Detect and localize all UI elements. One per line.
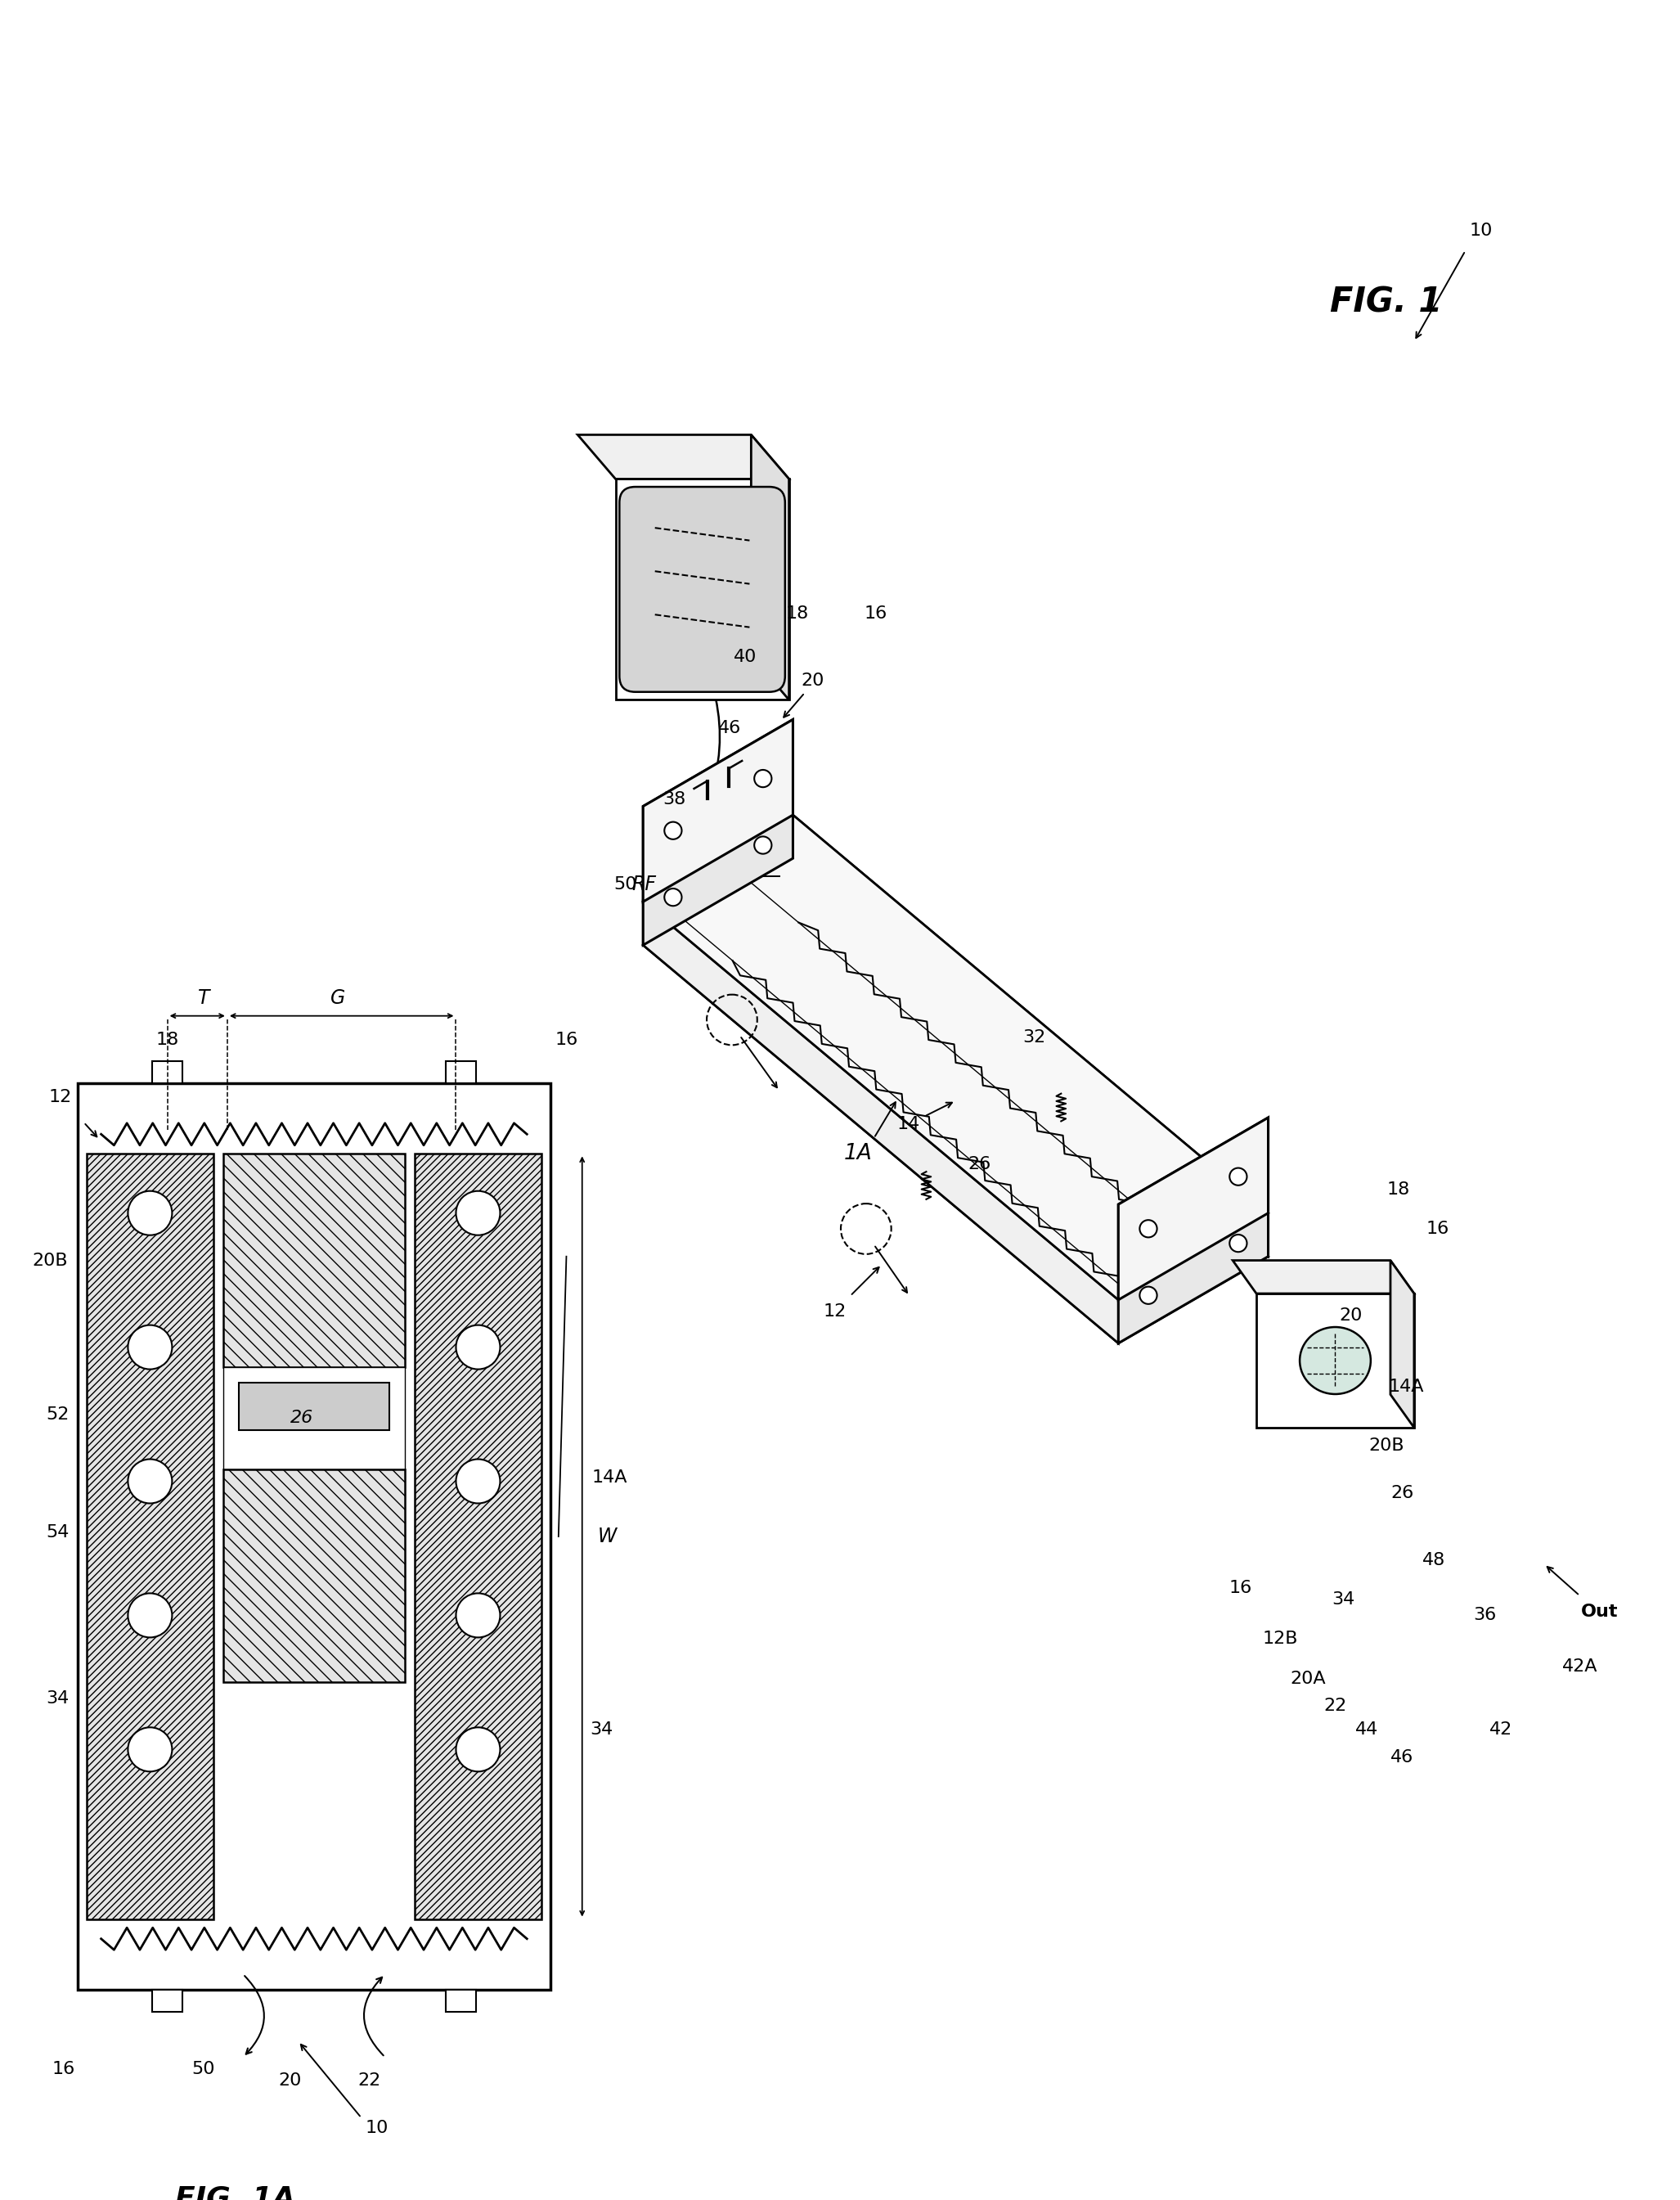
Text: 34: 34 bbox=[45, 1690, 69, 1707]
Circle shape bbox=[1139, 1221, 1158, 1236]
Circle shape bbox=[455, 1727, 501, 1771]
Circle shape bbox=[1230, 1234, 1247, 1252]
Text: 20: 20 bbox=[279, 2072, 302, 2090]
Polygon shape bbox=[223, 1470, 405, 1683]
Polygon shape bbox=[153, 1060, 183, 1082]
Circle shape bbox=[664, 823, 682, 838]
Text: 26: 26 bbox=[291, 1410, 314, 1426]
Text: FIG. 1A: FIG. 1A bbox=[175, 2185, 296, 2200]
Polygon shape bbox=[77, 1082, 551, 1991]
Text: 12: 12 bbox=[49, 1089, 72, 1104]
Polygon shape bbox=[239, 1382, 390, 1430]
Text: 12B: 12B bbox=[1262, 1630, 1299, 1648]
Text: 46: 46 bbox=[1391, 1749, 1415, 1767]
Circle shape bbox=[455, 1593, 501, 1637]
Polygon shape bbox=[1257, 1294, 1415, 1428]
Polygon shape bbox=[1119, 1118, 1268, 1300]
Text: 18: 18 bbox=[156, 1032, 178, 1047]
Text: 22: 22 bbox=[1324, 1698, 1347, 1714]
Text: 52: 52 bbox=[45, 1406, 69, 1423]
Text: 16: 16 bbox=[864, 605, 887, 623]
Circle shape bbox=[128, 1459, 171, 1503]
Text: 50: 50 bbox=[192, 2061, 215, 2077]
Text: G: G bbox=[331, 988, 344, 1008]
Text: W: W bbox=[598, 1527, 617, 1547]
Text: 18: 18 bbox=[1386, 1181, 1410, 1197]
Circle shape bbox=[128, 1190, 171, 1234]
Polygon shape bbox=[87, 1155, 213, 1918]
Circle shape bbox=[455, 1190, 501, 1234]
Polygon shape bbox=[578, 436, 790, 480]
Text: 54: 54 bbox=[45, 1525, 69, 1540]
Text: 14: 14 bbox=[897, 1115, 921, 1133]
Polygon shape bbox=[415, 1155, 541, 1918]
Text: RF: RF bbox=[632, 873, 657, 893]
Circle shape bbox=[1139, 1287, 1158, 1305]
Text: 50: 50 bbox=[613, 876, 637, 893]
Text: 16: 16 bbox=[52, 2061, 76, 2077]
Polygon shape bbox=[445, 1991, 475, 2013]
Text: 10: 10 bbox=[366, 2121, 388, 2136]
Text: 20B: 20B bbox=[1369, 1437, 1404, 1454]
FancyBboxPatch shape bbox=[620, 486, 785, 693]
Polygon shape bbox=[643, 719, 793, 946]
Text: 42A: 42A bbox=[1562, 1659, 1598, 1674]
Text: T: T bbox=[198, 988, 210, 1008]
Polygon shape bbox=[1119, 1118, 1268, 1344]
Polygon shape bbox=[1233, 1261, 1415, 1294]
Text: 22: 22 bbox=[358, 2072, 381, 2090]
Text: 16: 16 bbox=[1426, 1221, 1450, 1236]
Text: 10: 10 bbox=[1470, 222, 1494, 240]
Circle shape bbox=[455, 1459, 501, 1503]
Text: 26: 26 bbox=[968, 1155, 991, 1173]
Text: 36: 36 bbox=[1473, 1608, 1497, 1624]
Text: 20: 20 bbox=[1339, 1307, 1362, 1324]
Polygon shape bbox=[615, 480, 790, 700]
Polygon shape bbox=[793, 814, 1268, 1256]
Polygon shape bbox=[643, 814, 1268, 1300]
Circle shape bbox=[128, 1727, 171, 1771]
Text: 16: 16 bbox=[1230, 1580, 1252, 1595]
Polygon shape bbox=[643, 719, 793, 902]
Polygon shape bbox=[223, 1366, 405, 1470]
Circle shape bbox=[128, 1593, 171, 1637]
Polygon shape bbox=[223, 1155, 405, 1366]
Polygon shape bbox=[1391, 1261, 1415, 1428]
Text: 38: 38 bbox=[664, 792, 685, 807]
Text: 16: 16 bbox=[554, 1032, 578, 1047]
Text: 42: 42 bbox=[1488, 1723, 1512, 1738]
Text: 14A: 14A bbox=[1388, 1379, 1425, 1395]
Text: 20A: 20A bbox=[1290, 1670, 1326, 1687]
Polygon shape bbox=[153, 1991, 183, 2013]
Circle shape bbox=[754, 770, 771, 788]
Polygon shape bbox=[751, 436, 790, 700]
Polygon shape bbox=[643, 858, 1268, 1344]
Circle shape bbox=[455, 1324, 501, 1368]
Text: 34: 34 bbox=[590, 1723, 613, 1738]
Text: 20: 20 bbox=[801, 673, 825, 689]
Text: 20B: 20B bbox=[32, 1252, 67, 1269]
Polygon shape bbox=[643, 902, 1119, 1344]
Text: FIG. 1: FIG. 1 bbox=[1331, 284, 1443, 319]
Text: 12: 12 bbox=[823, 1302, 847, 1320]
Text: 46: 46 bbox=[719, 719, 741, 737]
Text: Out: Out bbox=[1581, 1604, 1618, 1619]
Circle shape bbox=[662, 840, 722, 900]
Polygon shape bbox=[445, 1060, 475, 1082]
Text: 40: 40 bbox=[734, 649, 758, 664]
Circle shape bbox=[664, 889, 682, 906]
Text: 48: 48 bbox=[1423, 1551, 1445, 1569]
Text: 1A: 1A bbox=[843, 1144, 872, 1164]
Circle shape bbox=[1230, 1168, 1247, 1186]
Ellipse shape bbox=[1300, 1327, 1371, 1395]
Text: 26: 26 bbox=[1391, 1485, 1415, 1500]
Text: 18: 18 bbox=[785, 605, 808, 623]
Circle shape bbox=[754, 836, 771, 854]
Text: 44: 44 bbox=[1356, 1723, 1378, 1738]
Text: 14A: 14A bbox=[591, 1470, 628, 1485]
Text: 32: 32 bbox=[1023, 1030, 1047, 1045]
Text: 34: 34 bbox=[1332, 1591, 1354, 1608]
Circle shape bbox=[128, 1324, 171, 1368]
